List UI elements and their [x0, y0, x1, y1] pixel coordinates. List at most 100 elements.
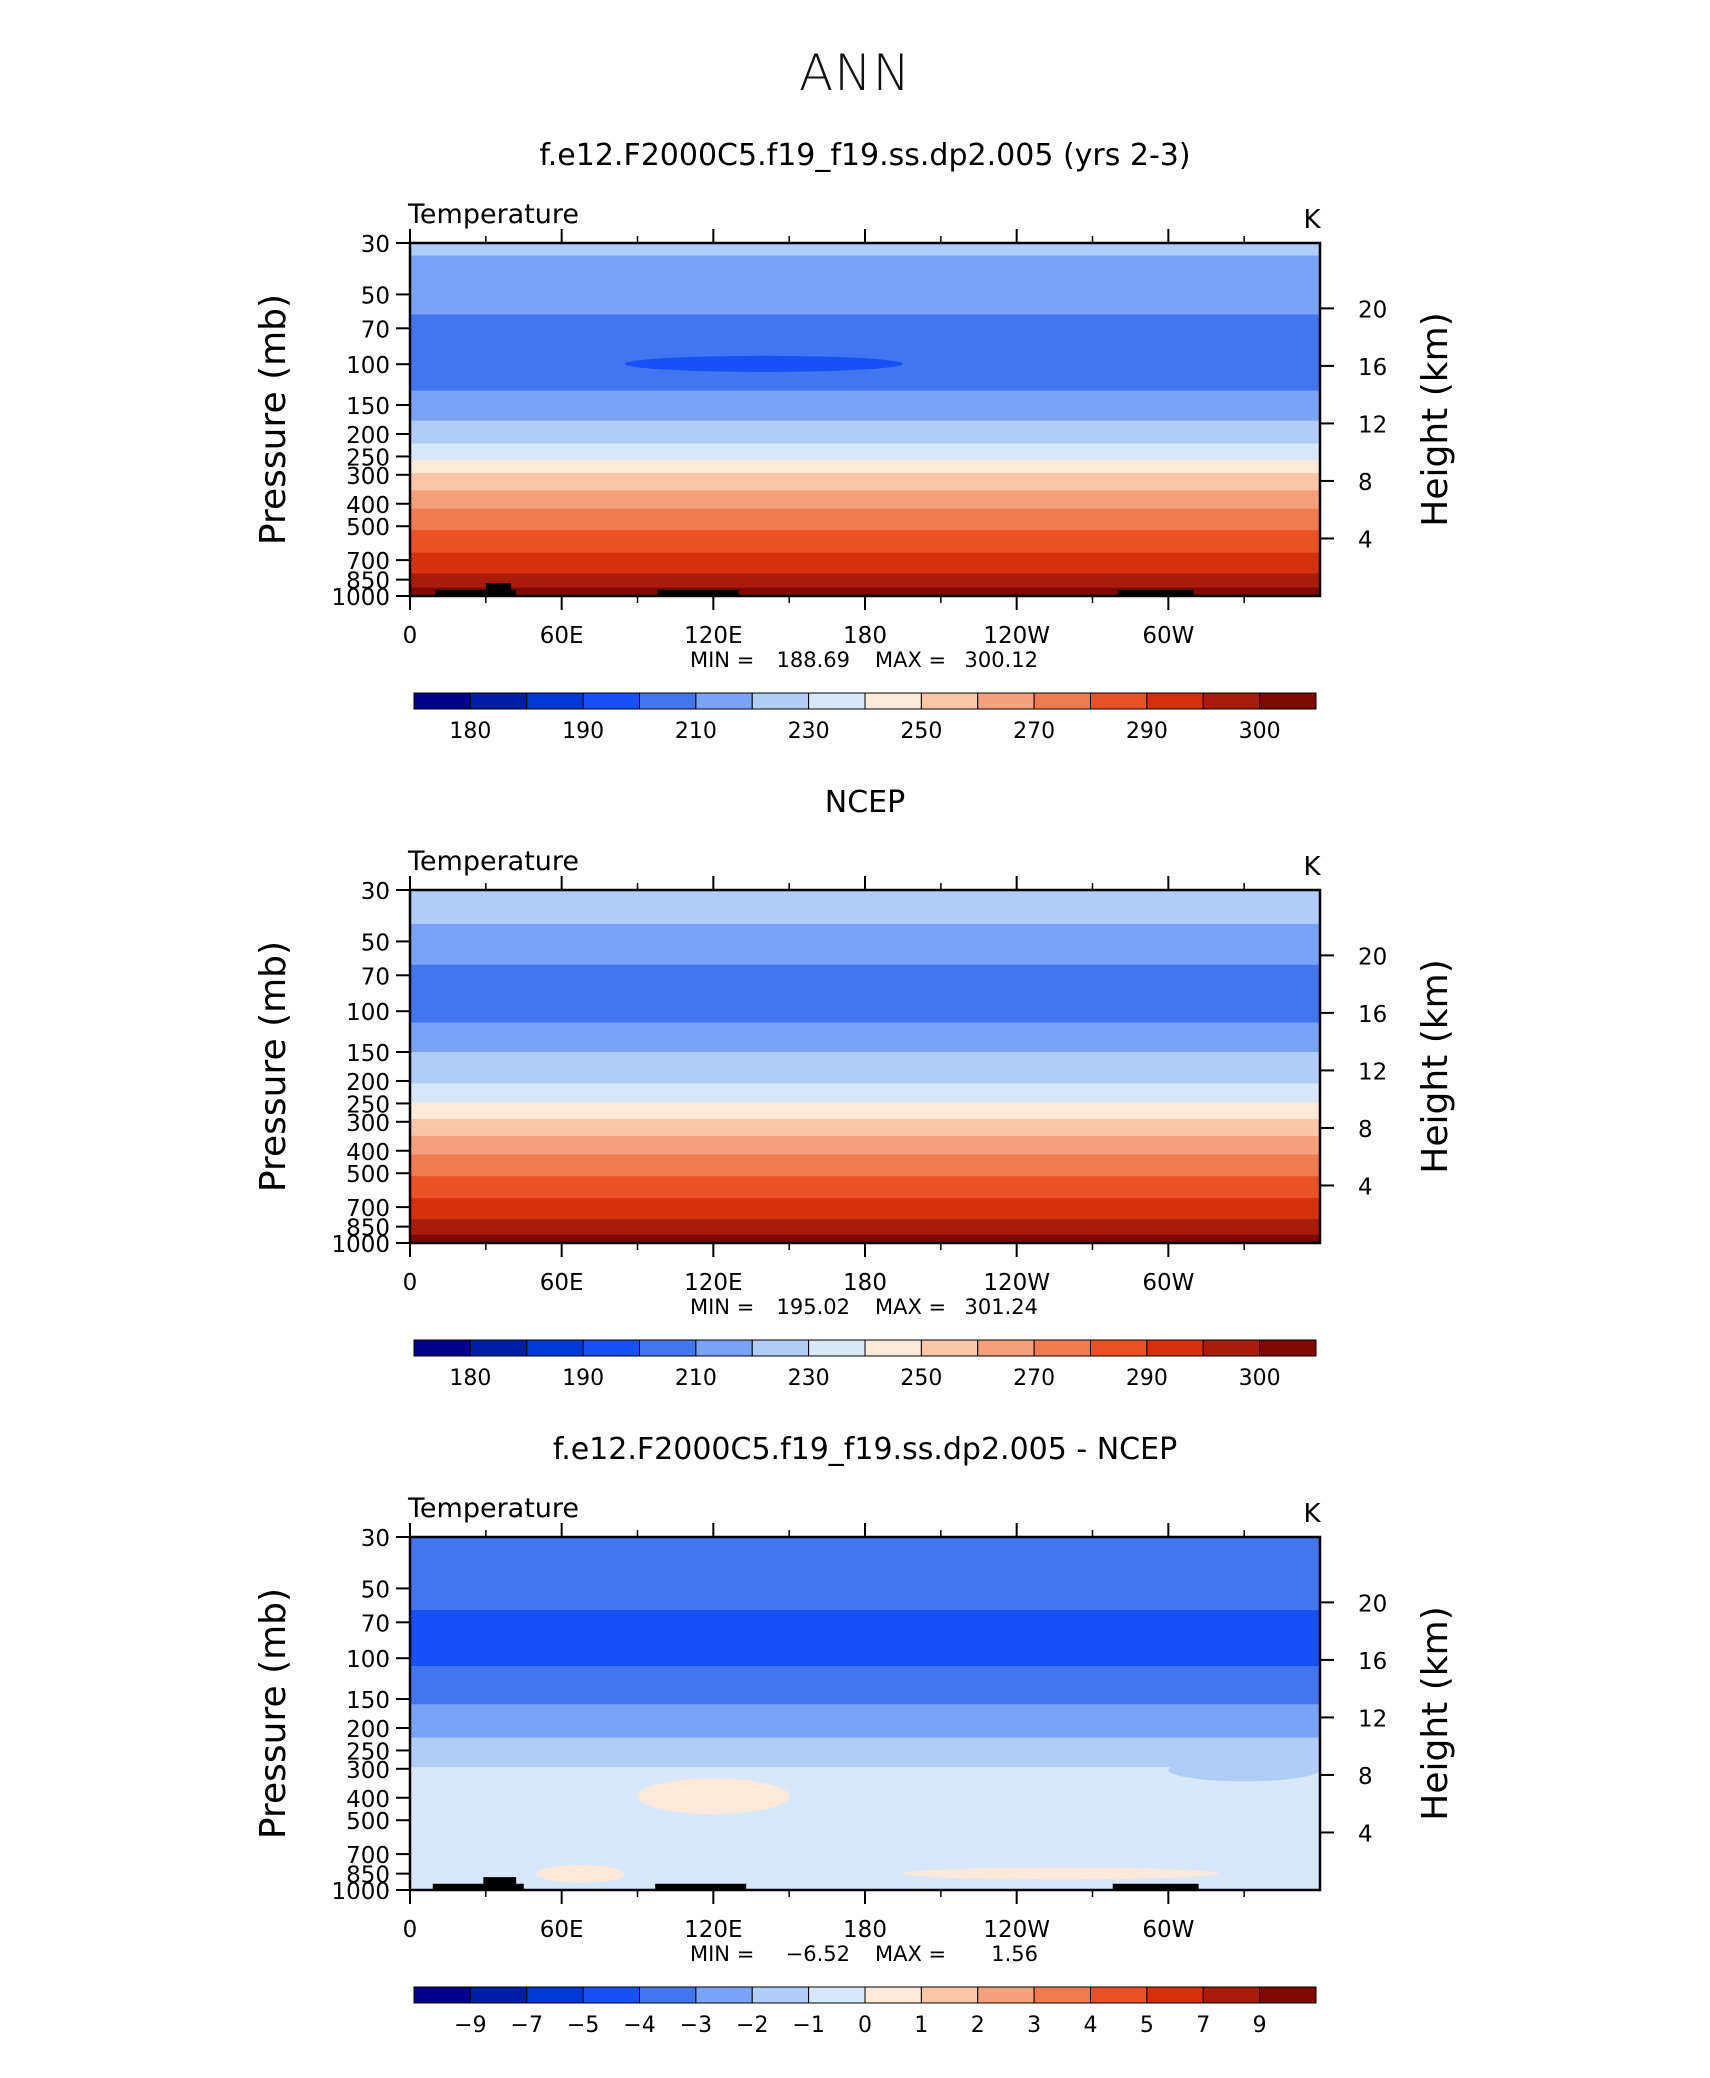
x-tick-label: 120W: [983, 1270, 1050, 1296]
y-right-axis-label: Height (km): [1415, 1606, 1456, 1820]
y-right-axis-label: Height (km): [1415, 959, 1456, 1173]
colorbar-swatch: [1146, 1986, 1204, 2004]
colorbar-swatch: [695, 1339, 753, 1357]
topography-mask: [1112, 1883, 1199, 1890]
contour-patch: [536, 1864, 625, 1883]
contour-band: [410, 1102, 1320, 1120]
colorbar-swatch: [1033, 692, 1091, 710]
x-tick-label: 180: [843, 1270, 887, 1296]
y-tick-label: 850: [346, 1863, 390, 1889]
panel-title: f.e12.F2000C5.f19_f19.ss.dp2.005 - NCEP: [553, 1432, 1177, 1467]
height-tick-label: 8: [1358, 470, 1373, 496]
y-tick-label: 150: [346, 1041, 390, 1067]
colorbar-label: 180: [449, 1366, 491, 1391]
height-tick-label: 16: [1358, 1002, 1387, 1028]
max-label: MAX =: [875, 1942, 946, 1966]
colorbar-label: 230: [788, 719, 830, 744]
topography-mask: [657, 589, 739, 596]
colorbar-swatch: [1202, 692, 1261, 710]
colorbar-swatch: [751, 1986, 810, 2004]
colorbar-swatch: [1259, 692, 1317, 710]
x-tick-label: 0: [403, 1917, 418, 1943]
contour-band: [410, 573, 1320, 589]
y-tick-label: 500: [346, 1162, 390, 1188]
colorbar-label: 2: [971, 2013, 985, 2038]
contour-band: [410, 255, 1320, 315]
y-tick-label: 250: [346, 445, 390, 471]
x-tick-label: 180: [843, 623, 887, 649]
height-tick-label: 20: [1358, 944, 1387, 970]
panel-3: f.e12.F2000C5.f19_f19.ss.dp2.005 - NCEP T…: [253, 1432, 1456, 2038]
contour-band: [410, 508, 1320, 531]
max-value: 300.12: [965, 648, 1038, 672]
colorbar-label: 270: [1013, 719, 1055, 744]
contour-band: [410, 1176, 1320, 1199]
colorbar-label: 300: [1239, 1366, 1281, 1391]
colorbar-swatch: [1146, 1339, 1204, 1357]
panel-title: NCEP: [825, 785, 905, 820]
units-label: K: [1303, 852, 1321, 882]
colorbar-swatch: [1146, 692, 1204, 710]
height-tick-label: 8: [1358, 1764, 1373, 1790]
colorbar-swatch: [639, 1986, 697, 2004]
colorbar-label: 9: [1253, 2013, 1267, 2038]
colorbar-swatch: [526, 1986, 584, 2004]
height-tick-label: 4: [1358, 527, 1373, 553]
x-tick-label: 60W: [1142, 1270, 1194, 1296]
colorbar-label: 210: [675, 719, 717, 744]
colorbar-swatch: [1033, 1986, 1091, 2004]
colorbar-label: −4: [623, 2013, 655, 2038]
topography-mask: [485, 583, 512, 596]
contour-band: [410, 460, 1320, 474]
contour-band: [410, 1052, 1320, 1084]
colorbar-label: −1: [792, 2013, 824, 2038]
colorbar-swatch: [413, 1986, 471, 2004]
colorbar-swatch: [1202, 1986, 1261, 2004]
y-tick-label: 70: [361, 1611, 390, 1637]
colorbar-swatch: [469, 1986, 528, 2004]
colorbar-swatch: [695, 1986, 753, 2004]
colorbar-label: 250: [900, 719, 942, 744]
contour-band: [410, 1537, 1320, 1611]
colorbar-swatch: [920, 1339, 979, 1357]
contour-band: [410, 890, 1320, 925]
contour-band: [410, 1022, 1320, 1053]
y-tick-label: 150: [346, 394, 390, 420]
contour-band: [410, 314, 1320, 392]
contour-field: [410, 890, 1320, 1243]
colorbar-label: −3: [680, 2013, 712, 2038]
topography-mask: [655, 1883, 747, 1890]
y-tick-label: 300: [346, 1758, 390, 1784]
y-tick-label: 300: [346, 464, 390, 490]
min-label: MIN =: [690, 1942, 754, 1966]
height-tick-label: 12: [1358, 1059, 1387, 1085]
min-label: MIN =: [690, 1295, 754, 1319]
y-tick-label: 700: [346, 1843, 390, 1869]
colorbar-swatch: [639, 692, 697, 710]
contour-band: [410, 390, 1320, 422]
figure-title: ANN: [798, 44, 911, 102]
height-tick-label: 4: [1358, 1174, 1373, 1200]
contour-band: [410, 923, 1320, 966]
colorbar-label: 270: [1013, 1366, 1055, 1391]
colorbar-label: 190: [562, 719, 604, 744]
contour-band: [410, 587, 1320, 596]
colorbar-swatch: [920, 1986, 979, 2004]
min-label: MIN =: [690, 648, 754, 672]
min-value: 195.02: [777, 1295, 850, 1319]
colorbar: 180 190 210 230 250 270 290 300: [413, 1339, 1317, 1391]
colorbar-label: 300: [1239, 719, 1281, 744]
height-tick-label: 12: [1358, 412, 1387, 438]
colorbar-swatch: [695, 692, 753, 710]
y-right-axis-label: Height (km): [1415, 312, 1456, 526]
contour-band: [410, 1135, 1320, 1155]
y-tick-label: 500: [346, 1809, 390, 1835]
topography-mask: [1117, 589, 1194, 596]
x-tick-label: 60E: [540, 623, 584, 649]
y-axis-label: Pressure (mb): [253, 1588, 294, 1839]
min-value: −6.52: [786, 1942, 850, 1966]
y-tick-label: 700: [346, 549, 390, 575]
height-tick-label: 20: [1358, 1591, 1387, 1617]
colorbar-swatch: [526, 1339, 584, 1357]
